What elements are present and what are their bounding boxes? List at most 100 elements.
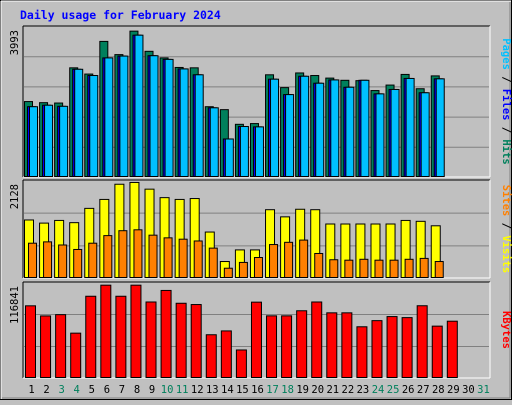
bar-pages-day-5 <box>89 75 99 177</box>
bar-pages-day-8 <box>134 34 144 177</box>
x-tick-label-day-27: 27 <box>417 384 430 396</box>
bar-kbytes-day-21 <box>326 312 338 378</box>
bar-kbytes-day-3 <box>55 314 67 379</box>
x-tick-label-day-3: 3 <box>58 384 64 396</box>
bar-pages-day-23 <box>360 79 370 177</box>
bar-kbytes-day-29 <box>446 320 458 379</box>
bar-kbytes-day-24 <box>371 320 383 379</box>
bar-kbytes-day-18 <box>281 315 293 378</box>
bar-sites-day-26 <box>404 258 414 278</box>
bar-pages-day-12 <box>194 74 204 177</box>
ylabel-files: Files <box>500 89 512 121</box>
bar-pages-day-1 <box>29 106 38 177</box>
bar-sites-day-14 <box>223 267 233 278</box>
bar-sites-day-27 <box>419 257 429 279</box>
bar-pages-day-19 <box>300 75 310 177</box>
bar-kbytes-day-20 <box>311 301 323 378</box>
x-tick-label-day-22: 22 <box>342 384 355 396</box>
bar-pages-day-13 <box>209 107 219 177</box>
bar-sites-day-10 <box>163 237 173 278</box>
x-tick-label-day-1: 1 <box>28 384 34 396</box>
bar-pages-day-15 <box>239 126 249 177</box>
x-tick-label-day-5: 5 <box>89 384 95 396</box>
ylabel-separator: / <box>500 216 512 235</box>
x-tick-label-day-12: 12 <box>191 384 204 396</box>
bar-sites-day-18 <box>284 241 294 279</box>
bar-pages-day-22 <box>345 86 355 177</box>
ylabel-pages: Pages <box>500 38 512 70</box>
bar-pages-day-9 <box>149 55 159 177</box>
ylabel-panel-3: KBytes <box>500 311 512 349</box>
bar-sites-day-13 <box>208 247 218 279</box>
x-tick-label-day-24: 24 <box>372 384 385 396</box>
bar-sites-day-5 <box>88 242 98 278</box>
x-tick-label-day-2: 2 <box>43 384 49 396</box>
x-tick-label-day-28: 28 <box>432 384 445 396</box>
bar-kbytes-day-27 <box>416 305 428 379</box>
bar-sites-day-12 <box>193 240 203 279</box>
bar-pages-day-3 <box>59 105 69 177</box>
bar-kbytes-day-17 <box>266 315 278 378</box>
ylabel-sites: Sites <box>500 185 512 217</box>
x-tick-label-day-29: 29 <box>447 384 460 396</box>
bar-pages-day-27 <box>420 92 430 177</box>
x-tick-label-day-31: 31 <box>477 384 490 396</box>
x-tick-label-day-9: 9 <box>149 384 155 396</box>
bar-kbytes-day-22 <box>341 312 353 378</box>
bar-pages-day-28 <box>435 78 445 177</box>
bar-kbytes-day-2 <box>40 315 52 379</box>
x-tick-label-day-4: 4 <box>74 384 80 396</box>
bar-sites-day-28 <box>434 261 444 278</box>
bar-kbytes-day-6 <box>100 284 112 378</box>
bar-kbytes-day-12 <box>190 304 202 379</box>
ylabel-separator: / <box>500 70 512 89</box>
ylabel-separator: / <box>500 120 512 139</box>
ymax-label-panel-1: 3993 <box>9 30 21 55</box>
bar-sites-day-8 <box>133 229 143 278</box>
ylabel-panel-1: Pages / Files / Hits <box>500 38 512 164</box>
bar-kbytes-day-15 <box>235 349 247 379</box>
bar-pages-day-17 <box>270 78 280 177</box>
bar-sites-day-2 <box>43 241 53 278</box>
bar-kbytes-day-4 <box>70 332 82 378</box>
x-tick-label-day-26: 26 <box>402 384 415 396</box>
bar-kbytes-day-5 <box>85 295 97 379</box>
bar-kbytes-day-10 <box>160 289 172 378</box>
bar-sites-day-7 <box>118 230 128 279</box>
bar-pages-day-25 <box>390 88 400 177</box>
x-tick-label-day-23: 23 <box>357 384 370 396</box>
bar-sites-day-23 <box>359 258 369 278</box>
bar-pages-day-20 <box>315 82 325 177</box>
bar-sites-day-19 <box>299 239 309 279</box>
bar-kbytes-day-8 <box>130 284 142 378</box>
x-tick-label-day-16: 16 <box>251 384 264 396</box>
x-tick-label-day-14: 14 <box>221 384 234 396</box>
x-tick-label-day-25: 25 <box>387 384 400 396</box>
bar-pages-day-14 <box>224 138 234 177</box>
x-tick-label-day-8: 8 <box>134 384 140 396</box>
bar-pages-day-6 <box>104 57 114 178</box>
bar-kbytes-day-23 <box>356 326 368 379</box>
ylabel-visits: Visits <box>500 235 512 273</box>
bar-sites-day-17 <box>269 244 279 279</box>
ylabel-hits: Hits <box>500 139 512 164</box>
bar-pages-day-18 <box>285 94 295 177</box>
bar-sites-day-22 <box>344 259 354 279</box>
bar-kbytes-day-16 <box>250 301 262 378</box>
x-tick-label-day-20: 20 <box>311 384 324 396</box>
bar-kbytes-day-7 <box>115 295 127 379</box>
bar-kbytes-day-14 <box>220 330 232 378</box>
bar-kbytes-day-9 <box>145 301 157 378</box>
x-tick-label-day-17: 17 <box>266 384 279 396</box>
bar-pages-day-10 <box>164 58 174 177</box>
bar-pages-day-21 <box>330 79 340 177</box>
x-tick-label-day-6: 6 <box>104 384 110 396</box>
bar-kbytes-day-11 <box>175 302 187 379</box>
x-tick-label-day-15: 15 <box>236 384 249 396</box>
x-tick-label-day-18: 18 <box>281 384 294 396</box>
x-tick-label-day-11: 11 <box>176 384 189 396</box>
ymax-label-panel-3: 116841 <box>9 286 21 324</box>
bar-kbytes-day-26 <box>401 317 413 378</box>
ylabel-kbytes: KBytes <box>500 311 512 349</box>
